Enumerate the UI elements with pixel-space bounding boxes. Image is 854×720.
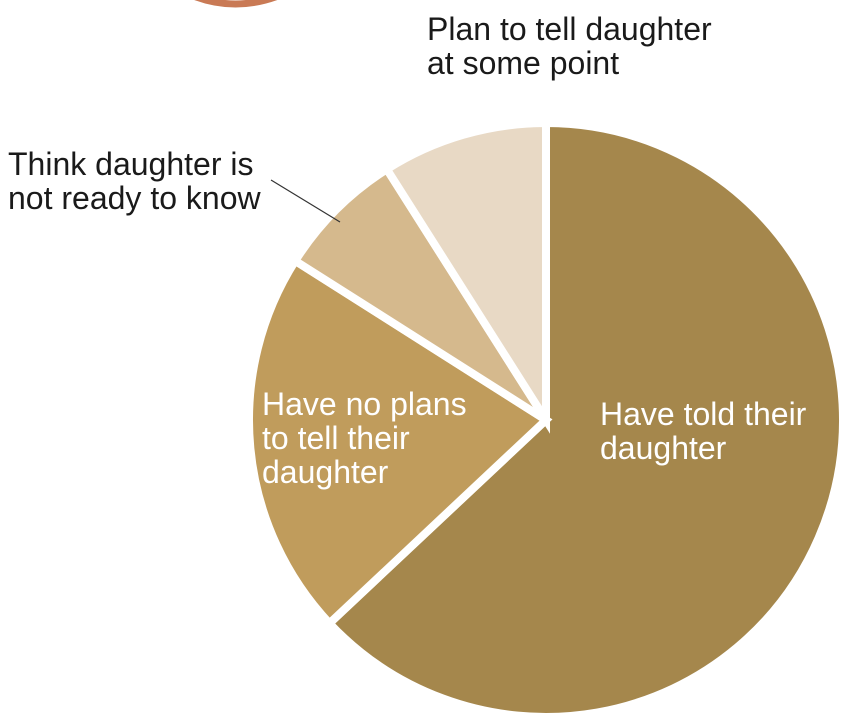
slice-label-plan-to-tell: Plan to tell daughter at some point: [427, 11, 712, 81]
slice-label-have-no-plans: Have no plans to tell their daughter: [262, 386, 467, 490]
pie-slice-plan-to-tell: [381, 118, 550, 434]
pie-slice-think-not-ready: [289, 163, 550, 424]
slice-label-think-not-ready: Think daughter is not ready to know: [8, 146, 261, 216]
leader-line: [270, 179, 341, 223]
pie-slice-have-told-their-daughter: [323, 118, 847, 720]
slice-label-have-told-their-daughter: Have told their daughter: [600, 396, 807, 466]
decorative-arc: [194, 0, 278, 8]
pie-slices: [245, 118, 847, 720]
pie-slice-have-no-plans: [245, 255, 553, 629]
